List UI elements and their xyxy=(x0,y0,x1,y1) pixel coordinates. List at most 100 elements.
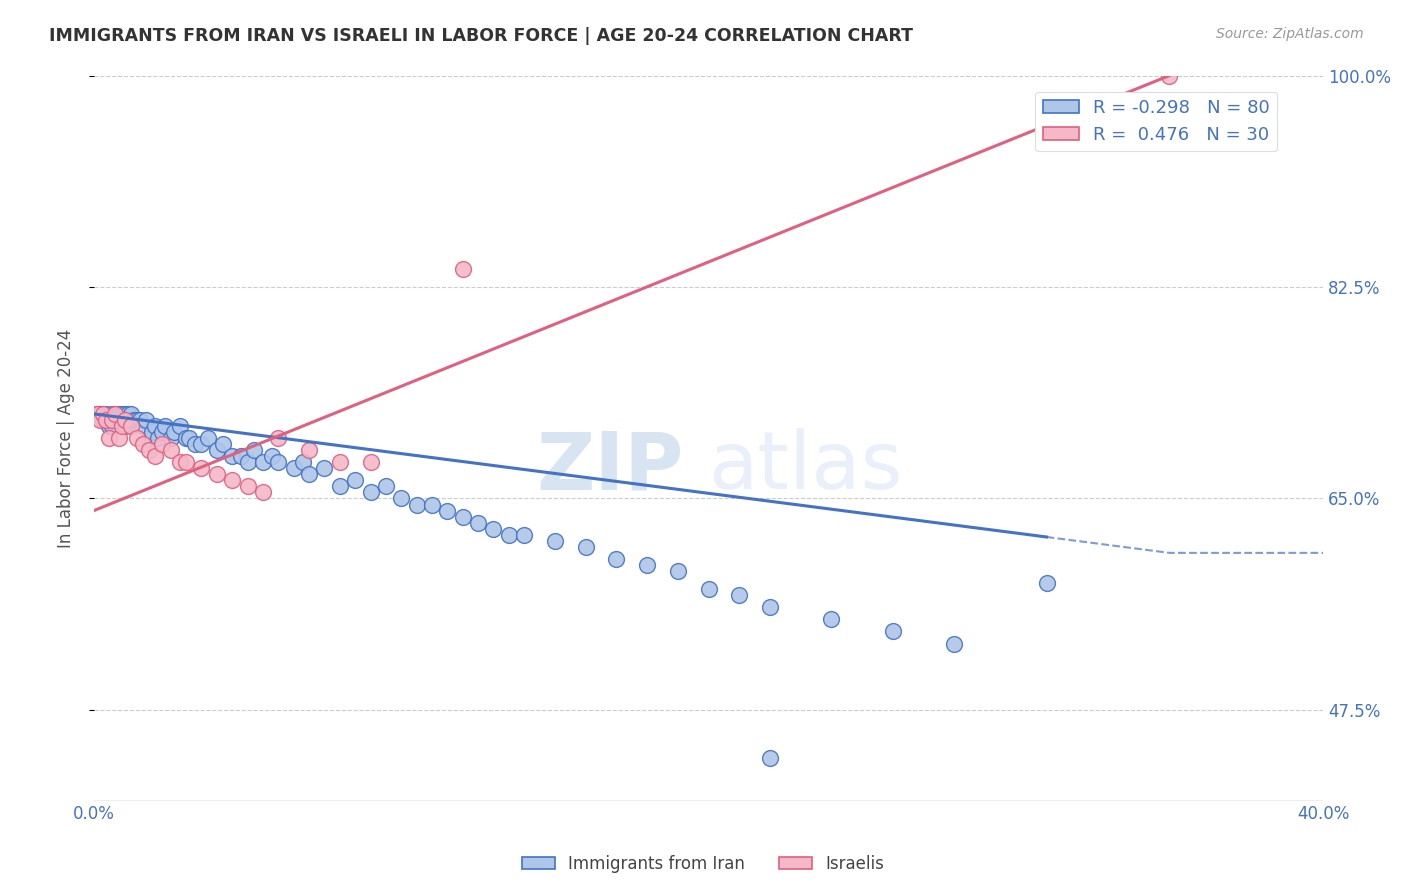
Point xyxy=(107,407,129,421)
Point xyxy=(184,437,207,451)
Point xyxy=(110,407,132,421)
Text: ZIP: ZIP xyxy=(537,428,683,506)
Point xyxy=(467,516,489,530)
Point xyxy=(104,407,127,421)
Point xyxy=(298,467,321,482)
Point xyxy=(104,407,127,421)
Point xyxy=(252,455,274,469)
Point xyxy=(329,455,352,469)
Point xyxy=(114,413,136,427)
Point xyxy=(91,413,114,427)
Point xyxy=(110,413,132,427)
Point xyxy=(159,443,181,458)
Point xyxy=(86,407,108,421)
Point xyxy=(120,413,142,427)
Point xyxy=(759,751,782,765)
Point xyxy=(107,431,129,445)
Point xyxy=(120,407,142,421)
Point xyxy=(89,413,111,427)
Point xyxy=(120,419,142,434)
Point xyxy=(205,467,228,482)
Point xyxy=(96,413,118,427)
Point xyxy=(169,455,191,469)
Point xyxy=(212,437,235,451)
Legend: Immigrants from Iran, Israelis: Immigrants from Iran, Israelis xyxy=(515,848,891,880)
Point xyxy=(252,485,274,500)
Point xyxy=(298,443,321,458)
Point xyxy=(98,413,121,427)
Point xyxy=(145,419,167,434)
Point xyxy=(221,449,243,463)
Point xyxy=(197,431,219,445)
Point xyxy=(91,407,114,421)
Point xyxy=(153,419,176,434)
Text: Source: ZipAtlas.com: Source: ZipAtlas.com xyxy=(1216,27,1364,41)
Point xyxy=(125,413,148,427)
Point xyxy=(114,413,136,427)
Point xyxy=(132,437,155,451)
Y-axis label: In Labor Force | Age 20-24: In Labor Force | Age 20-24 xyxy=(58,328,75,548)
Point xyxy=(107,413,129,427)
Point xyxy=(114,407,136,421)
Text: IMMIGRANTS FROM IRAN VS ISRAELI IN LABOR FORCE | AGE 20-24 CORRELATION CHART: IMMIGRANTS FROM IRAN VS ISRAELI IN LABOR… xyxy=(49,27,914,45)
Point xyxy=(98,419,121,434)
Point xyxy=(110,419,132,434)
Point xyxy=(138,431,160,445)
Point xyxy=(148,431,170,445)
Point xyxy=(101,413,124,427)
Point xyxy=(96,407,118,421)
Point xyxy=(129,413,152,427)
Point xyxy=(114,419,136,434)
Point xyxy=(605,552,627,566)
Point xyxy=(174,431,197,445)
Point xyxy=(1035,576,1057,591)
Point xyxy=(150,437,173,451)
Point xyxy=(190,437,212,451)
Point xyxy=(1159,69,1181,83)
Point xyxy=(125,431,148,445)
Point xyxy=(262,449,284,463)
Point xyxy=(138,443,160,458)
Point xyxy=(150,425,173,439)
Point xyxy=(329,479,352,493)
Point xyxy=(101,407,124,421)
Point xyxy=(159,431,181,445)
Point xyxy=(943,636,966,650)
Point xyxy=(135,413,157,427)
Text: atlas: atlas xyxy=(709,428,903,506)
Point xyxy=(205,443,228,458)
Point xyxy=(314,461,336,475)
Point xyxy=(451,509,474,524)
Point xyxy=(360,455,382,469)
Point xyxy=(89,407,111,421)
Point xyxy=(98,431,121,445)
Point xyxy=(360,485,382,500)
Point xyxy=(169,419,191,434)
Point xyxy=(267,431,290,445)
Point xyxy=(141,425,163,439)
Point xyxy=(145,449,167,463)
Point xyxy=(179,431,201,445)
Point xyxy=(231,449,253,463)
Point xyxy=(636,558,658,572)
Point xyxy=(104,413,127,427)
Point xyxy=(221,474,243,488)
Point xyxy=(374,479,396,493)
Point xyxy=(405,498,427,512)
Point xyxy=(344,474,367,488)
Point xyxy=(174,455,197,469)
Point xyxy=(86,407,108,421)
Point xyxy=(101,419,124,434)
Point xyxy=(267,455,290,469)
Point xyxy=(236,479,259,493)
Point xyxy=(697,582,720,596)
Point xyxy=(389,491,412,506)
Point xyxy=(820,612,842,626)
Point xyxy=(190,461,212,475)
Point xyxy=(728,588,751,602)
Point xyxy=(482,522,505,536)
Point xyxy=(132,419,155,434)
Point xyxy=(420,498,443,512)
Point xyxy=(96,413,118,427)
Legend: R = -0.298   N = 80, R =  0.476   N = 30: R = -0.298 N = 80, R = 0.476 N = 30 xyxy=(1035,92,1277,152)
